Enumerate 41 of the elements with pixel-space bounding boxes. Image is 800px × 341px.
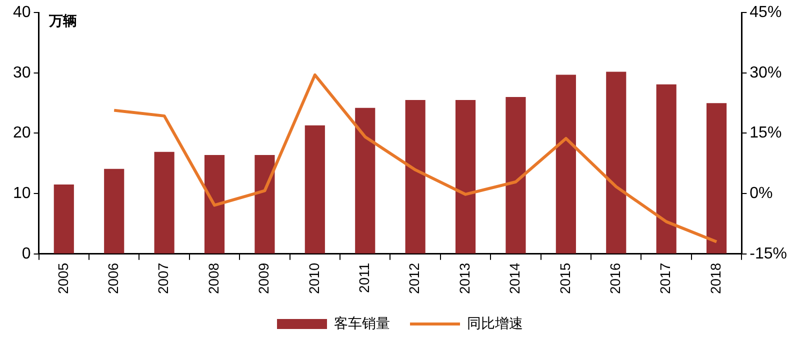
y-axis-title: 万辆 [48,12,77,28]
y-tick-label: 40 [13,4,31,22]
bar [254,154,275,254]
y2-tick-label: 30% [750,64,782,82]
x-tick-label: 2013 [456,262,472,294]
x-tick-label: 2015 [556,262,573,294]
bar [355,108,376,254]
bar [54,184,74,254]
x-tick-label: 2012 [406,262,422,294]
legend-label: 同比增速 [467,314,523,331]
bar [204,154,225,254]
y-tick-label: 0 [22,245,31,262]
bar [154,152,174,254]
y2-tick-label: 15% [750,124,782,142]
x-tick-label: 2016 [607,262,623,294]
x-tick-label: 2010 [306,262,322,294]
y2-tick-label: -15% [750,245,788,262]
bar [506,97,526,254]
bar [706,103,727,254]
x-tick-label: 2014 [506,262,523,294]
x-tick-label: 2005 [54,262,71,294]
legend-label: 客车销量 [334,314,390,331]
x-tick-label: 2007 [155,262,172,294]
bar [556,74,576,254]
x-tick-label: 2006 [104,262,121,294]
bar [455,100,476,254]
x-tick-label: 2009 [256,262,272,294]
bar [656,84,676,254]
y-tick-label: 20 [13,124,31,142]
y-tick-label: 30 [13,64,31,82]
x-tick-label: 2017 [657,262,674,294]
y-tick-label: 10 [13,184,31,202]
y2-tick-label: 45% [750,4,782,22]
bar [304,125,325,254]
bar [104,168,124,254]
x-tick-label: 2018 [707,262,724,294]
y2-tick-label: 0% [750,184,773,202]
bar [606,72,626,254]
bar [405,100,426,254]
x-tick-label: 2011 [356,262,372,293]
x-tick-label: 2008 [205,262,222,294]
